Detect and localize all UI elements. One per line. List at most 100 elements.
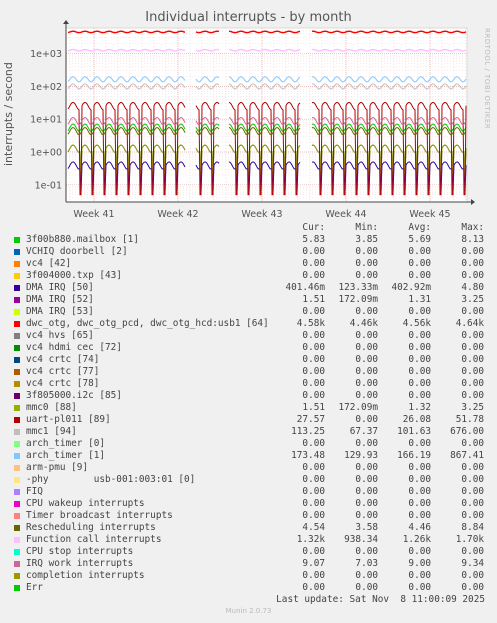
legend-row: Rescheduling interrupts 4.54 3.58 4.46 8.84 <box>14 522 489 534</box>
series-line-24 <box>67 126 467 136</box>
legend-min-value: 0.00 <box>355 570 378 581</box>
legend-row: DMA IRQ [52] 1.51 172.09m 1.31 3.25 <box>14 294 489 306</box>
legend-series-name: FIQ <box>26 486 43 497</box>
legend-swatch <box>14 561 20 567</box>
legend-avg-value: 0.00 <box>408 438 431 449</box>
legend-max-value: 8.13 <box>461 234 484 245</box>
legend-cur-value: 0.00 <box>302 342 325 353</box>
legend-row: vc4 crtc [77] 0.00 0.00 0.00 0.00 <box>14 366 489 378</box>
legend-swatch <box>14 513 20 519</box>
x-tick-label: Week 44 <box>325 209 366 220</box>
last-update: Last update: Sat Nov 8 11:00:09 2025 <box>276 594 485 605</box>
legend-avg-value: 0.00 <box>408 354 431 365</box>
legend-row: CPU stop interrupts 0.00 0.00 0.00 0.00 <box>14 546 489 558</box>
legend-max-value: 0.00 <box>461 462 484 473</box>
legend-max-value: 8.84 <box>461 522 484 533</box>
legend-swatch <box>14 285 20 291</box>
legend-row: vc4 [42] 0.00 0.00 0.00 0.00 <box>14 258 489 270</box>
legend-avg-value: 1.31 <box>408 294 431 305</box>
legend-min-value: 0.00 <box>355 366 378 377</box>
legend-cur-value: 27.57 <box>296 414 325 425</box>
legend-series-name: vc4 crtc [78] <box>26 378 100 389</box>
legend-avg-value: 4.46 <box>408 522 431 533</box>
legend-max-value: 3.25 <box>461 402 484 413</box>
legend-max-value: 0.00 <box>461 498 484 509</box>
legend-min-value: 0.00 <box>355 486 378 497</box>
legend-cur-value: 0.00 <box>302 258 325 269</box>
legend-avg-value: 0.00 <box>408 546 431 557</box>
legend-max-value: 0.00 <box>461 378 484 389</box>
legend-max-value: 4.64k <box>455 318 484 329</box>
series-line-16 <box>67 83 467 90</box>
legend-swatch <box>14 501 20 507</box>
legend-cur-value: 1.51 <box>302 402 325 413</box>
legend-min-value: 7.03 <box>355 558 378 569</box>
legend-max-value: 0.00 <box>461 270 484 281</box>
legend-avg-value: 1.26k <box>402 534 431 545</box>
legend-avg-value: 0.00 <box>408 330 431 341</box>
series-line-0 <box>67 123 467 132</box>
x-tick-label: Week 45 <box>409 209 450 220</box>
legend-series-name: mmc1 [94] <box>26 426 77 437</box>
legend-cur-value: 0.00 <box>302 546 325 557</box>
legend-row: Timer broadcast interrupts 0.00 0.00 0.00 0.… <box>14 510 489 522</box>
legend-header-row: Cur: Min: Avg: Max: <box>14 222 489 234</box>
legend-cur-value: 0.00 <box>302 330 325 341</box>
legend-avg-value: 0.00 <box>408 342 431 353</box>
legend-swatch <box>14 297 20 303</box>
legend-row: completion interrupts 0.00 0.00 0.00 0.00 <box>14 570 489 582</box>
legend-swatch <box>14 477 20 483</box>
series-line-14 <box>67 144 467 176</box>
legend-min-value: 0.00 <box>355 498 378 509</box>
legend-max-value: 0.00 <box>461 258 484 269</box>
legend-row: VCHIQ doorbell [2] 0.00 0.00 0.00 0.00 <box>14 246 489 258</box>
legend-min-value: 0.00 <box>355 354 378 365</box>
legend-avg-value: 166.19 <box>397 450 431 461</box>
legend-cur-value: 0.00 <box>302 438 325 449</box>
legend-row: Err 0.00 0.00 0.00 0.00 <box>14 582 489 594</box>
series-line-18 <box>67 76 467 83</box>
rrdtool-credit: RRDTOOL / TOBI OETIKER <box>483 28 491 130</box>
legend-cur-value: 0.00 <box>302 570 325 581</box>
legend-series-name: 3f805000.i2c [85] <box>26 390 122 401</box>
legend-max-value: 676.00 <box>450 426 484 437</box>
legend-min-value: 172.09m <box>338 294 378 305</box>
legend-max-value: 0.00 <box>461 342 484 353</box>
legend-row: 3f805000.i2c [85] 0.00 0.00 0.00 0.00 <box>14 390 489 402</box>
legend-min-value: 0.00 <box>355 546 378 557</box>
legend-min-value: 0.00 <box>355 378 378 389</box>
legend-series-name: IRQ work interrupts <box>26 558 134 569</box>
legend-swatch <box>14 549 20 555</box>
legend-cur-value: 1.51 <box>302 294 325 305</box>
legend-row: Function call interrupts 1.32k 938.34 1.26k… <box>14 534 489 546</box>
legend-min-value: 0.00 <box>355 582 378 593</box>
y-tick-label: 1e+02 <box>30 82 62 93</box>
legend-cur-value: 0.00 <box>302 306 325 317</box>
x-tick-label: Week 43 <box>241 209 282 220</box>
header-min: Min: <box>355 222 378 233</box>
legend-swatch <box>14 381 20 387</box>
legend-row: CPU wakeup interrupts 0.00 0.00 0.00 0.00 <box>14 498 489 510</box>
legend-cur-value: 4.58k <box>296 318 325 329</box>
legend-cur-value: 0.00 <box>302 366 325 377</box>
header-max: Max: <box>461 222 484 233</box>
legend-row: IRQ work interrupts 9.07 7.03 9.00 9.34 <box>14 558 489 570</box>
legend-series-name: -phy usb-001:003:01 [0] <box>26 474 196 485</box>
legend-avg-value: 4.56k <box>402 318 431 329</box>
legend-swatch <box>14 309 20 315</box>
legend-row: arch_timer [1] 173.48 129.93 166.19 867.41 <box>14 450 489 462</box>
series-line-4 <box>67 161 467 193</box>
legend-avg-value: 0.00 <box>408 270 431 281</box>
legend-series-name: vc4 hdmi cec [72] <box>26 342 122 353</box>
series-line-7 <box>67 30 467 34</box>
series-line-25 <box>67 48 467 52</box>
legend-row: dwc_otg, dwc_otg_pcd, dwc_otg_hcd:usb1 [… <box>14 318 489 330</box>
x-tick-label: Week 41 <box>73 209 114 220</box>
legend-avg-value: 0.00 <box>408 246 431 257</box>
legend-series-name: Err <box>26 582 43 593</box>
y-tick-label: 1e+03 <box>30 49 62 60</box>
legend-min-value: 0.00 <box>355 510 378 521</box>
legend-table: Cur: Min: Avg: Max: 3f00b880.mailbox [1]… <box>14 222 489 594</box>
legend-series-name: vc4 crtc [74] <box>26 354 100 365</box>
